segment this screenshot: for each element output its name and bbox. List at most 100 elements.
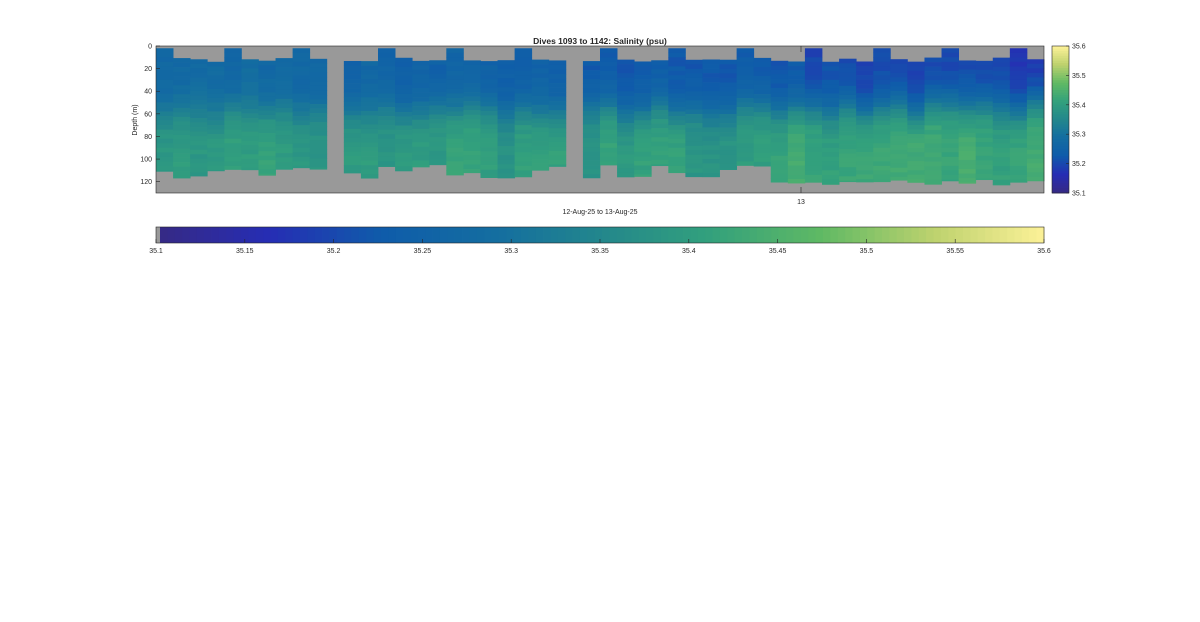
colorbar-swatch <box>712 227 721 243</box>
salinity-cell <box>719 91 738 97</box>
salinity-cell <box>804 147 823 153</box>
salinity-cell <box>617 168 635 173</box>
salinity-cell <box>224 116 242 121</box>
salinity-cell <box>292 147 311 153</box>
salinity-cell <box>890 145 908 150</box>
salinity-cell <box>787 138 806 144</box>
salinity-cell <box>1009 156 1028 162</box>
salinity-cell <box>531 113 550 119</box>
salinity-cell <box>736 88 755 94</box>
colorbar-swatch <box>705 227 713 243</box>
salinity-cell <box>856 179 874 183</box>
salinity-cell <box>787 79 806 85</box>
salinity-cell <box>822 84 840 90</box>
colorbar-swatch <box>1052 53 1069 57</box>
salinity-cell <box>736 52 755 58</box>
salinity-cell <box>173 171 191 176</box>
colorbar-swatch <box>734 227 743 243</box>
salinity-cell <box>873 170 891 176</box>
salinity-cell <box>1026 63 1045 69</box>
colorbar-swatch <box>336 227 345 243</box>
salinity-cell <box>958 141 977 147</box>
salinity-cell <box>258 92 276 98</box>
salinity-cell <box>207 129 225 135</box>
salinity-cell <box>173 94 191 100</box>
salinity-cell <box>156 107 174 112</box>
salinity-cell <box>770 128 789 134</box>
salinity-cell <box>258 110 276 116</box>
salinity-cell <box>992 139 1011 144</box>
salinity-cell <box>600 147 618 153</box>
salinity-cell <box>343 106 362 112</box>
salinity-cell <box>173 121 191 127</box>
salinity-cell <box>156 84 174 90</box>
salinity-cell <box>873 179 891 183</box>
colorbar-swatch <box>940 227 949 243</box>
salinity-cell <box>617 68 635 74</box>
colorbar-swatch <box>1052 102 1069 106</box>
salinity-cell <box>668 125 686 130</box>
salinity-cell <box>992 152 1011 158</box>
salinity-cell <box>753 75 772 81</box>
salinity-cell <box>787 133 806 139</box>
salinity-cell <box>856 133 874 139</box>
salinity-cell <box>873 161 891 167</box>
salinity-cell <box>822 174 840 180</box>
salinity-cell <box>497 132 516 138</box>
salinity-cell <box>309 99 328 105</box>
salinity-cell <box>634 142 652 148</box>
salinity-cell <box>463 137 481 143</box>
salinity-cell <box>497 114 516 120</box>
salinity-cell <box>617 122 635 128</box>
salinity-cell <box>463 128 481 134</box>
salinity-cell <box>1026 122 1045 128</box>
salinity-cell <box>992 125 1011 131</box>
salinity-cell <box>292 156 311 162</box>
salinity-cell <box>873 98 891 103</box>
colorbar-swatch <box>233 227 242 243</box>
salinity-cell <box>822 107 840 112</box>
salinity-cell <box>1009 179 1028 183</box>
colorbar-swatch <box>771 227 780 243</box>
salinity-cell <box>224 147 242 153</box>
colorbar-swatch <box>1052 136 1069 140</box>
salinity-cell <box>873 84 891 90</box>
salinity-cell <box>548 101 567 106</box>
salinity-cell <box>839 94 857 100</box>
salinity-cell <box>292 88 311 94</box>
salinity-cell <box>617 159 635 164</box>
salinity-cell <box>343 101 362 107</box>
colorbar-swatch <box>1052 124 1069 128</box>
salinity-cell <box>839 162 857 168</box>
salinity-cell <box>531 86 550 92</box>
salinity-cell <box>736 93 755 99</box>
salinity-cell <box>241 163 259 169</box>
salinity-cell <box>378 93 396 99</box>
colorbar-swatch <box>248 227 257 243</box>
salinity-cell <box>992 130 1011 135</box>
salinity-cell <box>958 69 977 75</box>
salinity-cell <box>770 106 789 111</box>
salinity-cell <box>582 115 601 121</box>
salinity-cell <box>634 133 652 139</box>
salinity-cell <box>753 157 772 163</box>
salinity-cell <box>207 125 225 130</box>
salinity-cell <box>224 152 242 158</box>
salinity-cell <box>958 114 977 120</box>
colorbar-swatch <box>727 227 735 243</box>
salinity-cell <box>258 87 276 93</box>
salinity-cell <box>446 134 464 140</box>
salinity-cell <box>395 57 413 63</box>
salinity-cell <box>241 72 259 78</box>
salinity-cell <box>446 75 464 81</box>
salinity-cell <box>275 103 294 109</box>
salinity-cell <box>480 169 498 175</box>
salinity-cell <box>241 149 259 155</box>
salinity-cell <box>241 59 259 65</box>
salinity-cell <box>941 120 960 126</box>
salinity-cell <box>787 165 806 171</box>
salinity-cell <box>395 89 413 95</box>
salinity-cell <box>651 101 669 106</box>
salinity-cell <box>890 63 908 69</box>
salinity-cell <box>685 77 703 83</box>
